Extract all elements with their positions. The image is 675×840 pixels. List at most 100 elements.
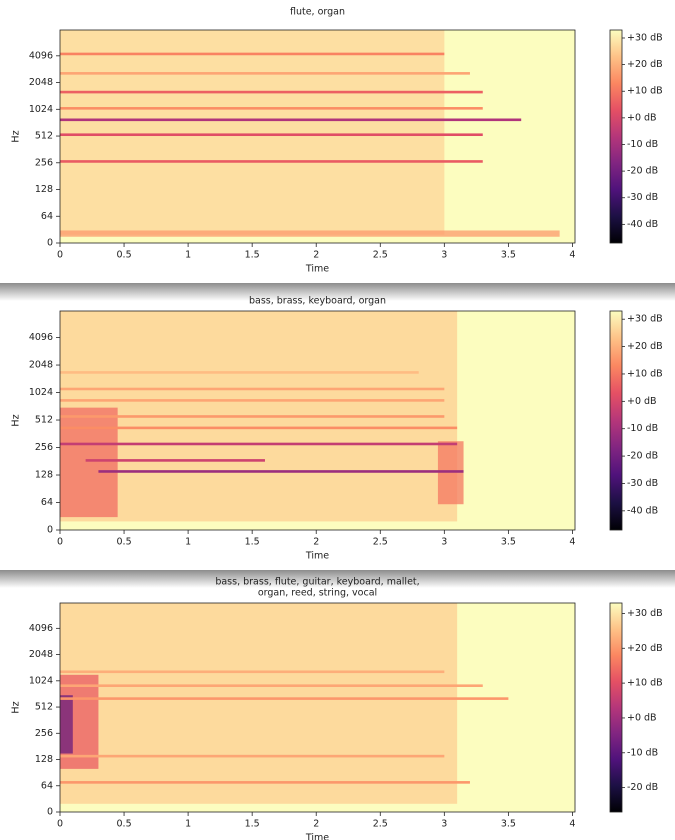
colorbar-tick-label: +20 dB [627, 643, 663, 654]
x-tick-label: 1 [185, 537, 191, 548]
x-tick-label: 1.5 [245, 250, 260, 261]
x-tick-label: 0.5 [117, 819, 132, 830]
colorbar-tick-label: -30 dB [627, 478, 658, 489]
colorbar-tick-label: +30 dB [627, 314, 663, 325]
colorbar-tick-label: -10 dB [627, 423, 658, 434]
y-tick-label: 1024 [29, 387, 53, 398]
x-tick-label: 2.5 [373, 250, 388, 261]
plot-area [60, 311, 464, 522]
x-tick-label: 3.5 [501, 819, 516, 830]
y-tick-label: 0 [47, 238, 53, 249]
colorbar-tick-label: +10 dB [627, 86, 663, 97]
y-tick-label: 64 [41, 211, 53, 222]
colorbar-tick-label: -40 dB [627, 505, 658, 516]
y-tick-label: 1024 [29, 104, 53, 115]
chart-title: flute, organ [290, 7, 345, 18]
harmonic [60, 371, 419, 374]
y-tick-label: 512 [35, 415, 53, 426]
colorbar [609, 310, 623, 531]
x-tick-label: 0 [57, 537, 63, 548]
chart-title: bass, brass, keyboard, organ [249, 296, 386, 307]
y-tick-label: 256 [35, 728, 53, 739]
y-axis-label: Hz [11, 701, 22, 713]
y-tick-label: 256 [35, 442, 53, 453]
x-tick-label: 3.5 [501, 250, 516, 261]
x-tick-label: 4 [569, 819, 575, 830]
harmonic [60, 415, 445, 418]
y-tick-label: 128 [35, 754, 53, 765]
y-tick-label: 0 [47, 807, 53, 818]
colorbar [609, 602, 623, 813]
spectral-block [60, 407, 118, 518]
x-tick-label: 0 [57, 819, 63, 830]
colorbar-tick-label: +0 dB [627, 396, 657, 407]
x-tick-label: 2.5 [373, 537, 388, 548]
harmonic [60, 754, 445, 758]
colorbar-tick-label: +30 dB [627, 608, 663, 619]
x-axis-label: Time [305, 551, 329, 562]
x-tick-label: 1.5 [245, 819, 260, 830]
harmonic [60, 52, 445, 56]
plot-frame [59, 29, 576, 244]
colorbar-tick-label: -20 dB [627, 782, 658, 793]
plot-frame [59, 310, 576, 531]
x-tick-label: 0.5 [117, 537, 132, 548]
plot-area [60, 30, 560, 237]
spectral-block [60, 695, 73, 754]
spectral-block [60, 30, 445, 235]
x-tick-label: 3 [441, 250, 447, 261]
harmonic [60, 160, 483, 163]
y-tick-label: 2048 [29, 77, 53, 88]
x-tick-label: 4 [569, 537, 575, 548]
y-tick-label: 4096 [29, 623, 53, 634]
y-tick-label: 1024 [29, 675, 53, 686]
y-axis-label: Hz [11, 130, 22, 142]
colorbar-tick-label: -10 dB [627, 747, 658, 758]
harmonic [60, 399, 445, 402]
chart-title: bass, brass, flute, guitar, keyboard, ma… [215, 577, 419, 588]
harmonic [60, 697, 509, 700]
harmonic [60, 684, 483, 687]
x-tick-label: 0 [57, 250, 63, 261]
chart-title: organ, reed, string, vocal [258, 588, 377, 599]
x-tick-label: 1.5 [245, 537, 260, 548]
colorbar-tick-label: +0 dB [627, 712, 657, 723]
y-tick-label: 64 [41, 497, 53, 508]
colorbar-tick-label: +0 dB [627, 112, 657, 123]
colorbar-tick-label: +30 dB [627, 32, 663, 43]
y-tick-label: 4096 [29, 50, 53, 61]
y-tick-label: 256 [35, 157, 53, 168]
colorbar-tick-label: -40 dB [627, 219, 658, 230]
y-tick-label: 128 [35, 184, 53, 195]
x-axis-label: Time [305, 264, 329, 275]
y-tick-label: 2048 [29, 649, 53, 660]
x-tick-label: 3 [441, 819, 447, 830]
colorbar [609, 29, 623, 244]
x-tick-label: 1 [185, 819, 191, 830]
harmonic [60, 426, 458, 430]
colorbar-tick-label: +20 dB [627, 59, 663, 70]
harmonic [60, 387, 445, 391]
harmonic [60, 90, 483, 94]
colorbar-tick-label: +10 dB [627, 678, 663, 689]
y-tick-label: 128 [35, 470, 53, 481]
harmonic [85, 459, 265, 462]
y-tick-label: 64 [41, 780, 53, 791]
x-axis-label: Time [305, 833, 329, 840]
harmonic [60, 118, 522, 122]
colorbar-tick-label: +20 dB [627, 341, 663, 352]
y-tick-label: 512 [35, 702, 53, 713]
y-tick-label: 512 [35, 131, 53, 142]
colorbar-tick-label: -20 dB [627, 166, 658, 177]
harmonic [60, 781, 470, 784]
spectral-block [60, 603, 458, 804]
x-tick-label: 0.5 [117, 250, 132, 261]
x-tick-label: 2.5 [373, 819, 388, 830]
x-tick-label: 2 [313, 537, 319, 548]
colorbar-tick-label: -30 dB [627, 192, 658, 203]
y-tick-label: 2048 [29, 360, 53, 371]
plot-area [60, 603, 509, 804]
panel-separator [0, 283, 675, 301]
colorbar-tick-label: +10 dB [627, 368, 663, 379]
